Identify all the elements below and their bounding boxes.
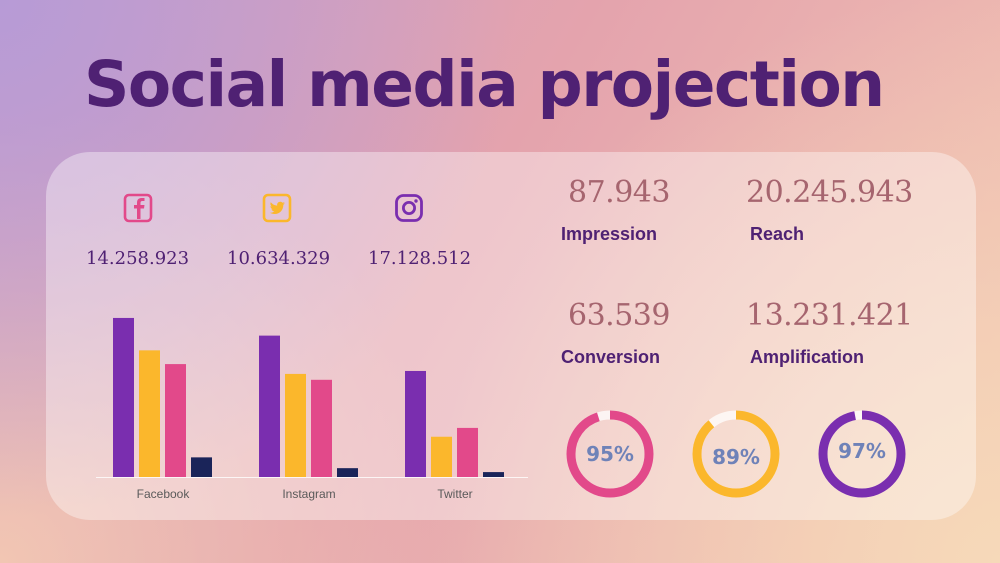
bar-facebook-4 (191, 457, 212, 477)
conversion-label: Conversion (561, 347, 661, 367)
donut-arc (692, 410, 780, 498)
bar-twitter-2 (431, 436, 452, 477)
donut-label: 89% (712, 445, 760, 469)
bar-instagram-1 (259, 335, 280, 477)
amplification-value: 13.231.421 (746, 298, 913, 333)
instagram-icon (394, 193, 424, 223)
bar-twitter-3 (457, 427, 478, 477)
donut-chart: 95% (565, 409, 655, 499)
bar-facebook-2 (139, 350, 160, 477)
bar-instagram-2 (285, 373, 306, 477)
facebook-count: 14.258.923 (86, 248, 190, 269)
conversion-value: 63.539 (568, 298, 670, 333)
bar-instagram-3 (311, 379, 332, 477)
impression-value: 87.943 (568, 175, 670, 210)
twitter-icon (262, 193, 292, 223)
reach-value: 20.245.943 (746, 175, 913, 210)
donut-label: 95% (586, 442, 634, 466)
instagram-count: 17.128.512 (368, 248, 472, 269)
amplification-label: Amplification (750, 347, 865, 367)
twitter-count: 10.634.329 (227, 248, 331, 269)
x-tick-label: Twitter (437, 487, 473, 501)
donut-chart: 89% (691, 409, 781, 499)
x-tick-label: Facebook (136, 487, 190, 501)
bar-facebook-3 (165, 364, 186, 477)
reach-label: Reach (750, 224, 805, 244)
donut-arc (818, 410, 906, 498)
bar-facebook-1 (113, 317, 134, 477)
impression-label: Impression (561, 224, 658, 244)
bar-twitter-1 (405, 370, 426, 477)
bar-twitter-4 (483, 472, 504, 477)
x-tick-label: Instagram (282, 487, 336, 501)
donut-label: 97% (838, 439, 886, 463)
donut-chart: 97% (817, 409, 907, 499)
facebook-icon (123, 193, 153, 223)
bar-instagram-4 (337, 468, 358, 477)
page-title: Social media projection (84, 48, 885, 121)
donut-arc (566, 410, 654, 498)
